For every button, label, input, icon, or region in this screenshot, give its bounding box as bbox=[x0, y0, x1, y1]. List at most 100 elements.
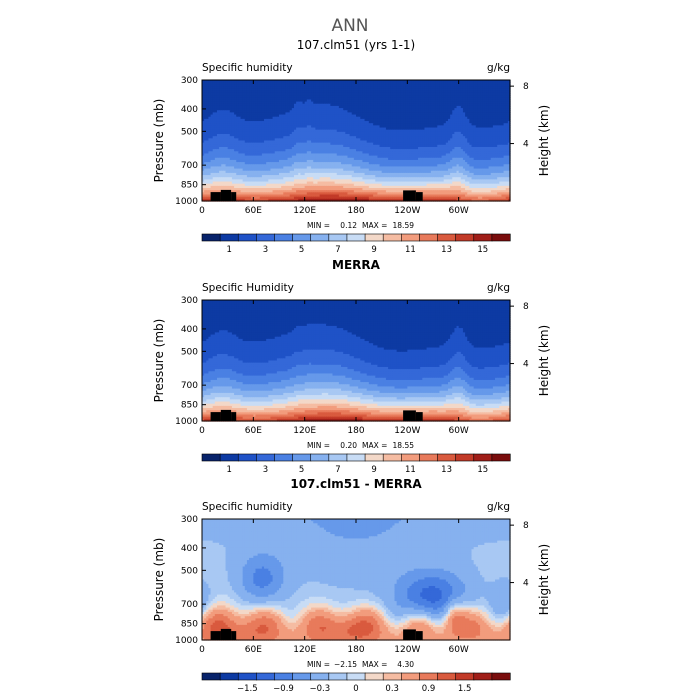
heatmap-cell bbox=[285, 125, 289, 129]
heatmap-cell bbox=[452, 108, 455, 111]
heatmap-cell bbox=[214, 90, 218, 94]
heatmap-cell bbox=[388, 84, 391, 88]
heatmap-cell bbox=[460, 86, 464, 90]
heatmap-cell bbox=[255, 82, 259, 85]
heatmap-cell bbox=[495, 108, 498, 111]
heatmap-cell bbox=[475, 112, 479, 116]
heatmap-cell bbox=[415, 121, 419, 124]
heatmap-cell bbox=[420, 95, 423, 98]
heatmap-cell bbox=[206, 125, 210, 129]
heatmap-cell bbox=[351, 82, 355, 85]
heatmap-cell bbox=[424, 127, 428, 131]
heatmap-cell bbox=[415, 97, 419, 101]
heatmap-cell bbox=[388, 80, 391, 83]
heatmap-cell bbox=[422, 80, 426, 83]
heatmap-cell bbox=[308, 121, 312, 124]
heatmap-cell bbox=[219, 101, 222, 105]
heatmap-cell bbox=[328, 84, 331, 88]
heatmap-cell bbox=[236, 127, 239, 131]
heatmap-cell bbox=[441, 121, 445, 124]
heatmap-cell bbox=[276, 92, 280, 96]
heatmap-cell bbox=[447, 97, 451, 101]
heatmap-cell bbox=[302, 88, 306, 92]
heatmap-cell bbox=[229, 108, 233, 111]
heatmap-cell bbox=[465, 108, 468, 111]
heatmap-cell bbox=[383, 125, 387, 129]
heatmap-cell bbox=[447, 84, 451, 88]
heatmap-cell bbox=[257, 90, 261, 94]
heatmap-cell bbox=[370, 84, 374, 88]
heatmap-cell bbox=[460, 123, 464, 126]
heatmap-cell bbox=[499, 105, 503, 109]
heatmap-cell bbox=[495, 80, 498, 83]
heatmap-cell bbox=[445, 80, 449, 83]
heatmap-cell bbox=[484, 101, 488, 105]
heatmap-cell bbox=[430, 116, 434, 120]
heatmap-cell bbox=[283, 84, 287, 88]
heatmap-cell bbox=[462, 112, 466, 116]
heatmap-cell bbox=[231, 97, 235, 101]
heatmap-cell bbox=[219, 99, 222, 103]
heatmap-cell bbox=[214, 123, 218, 126]
heatmap-cell bbox=[212, 118, 216, 122]
heatmap-cell bbox=[405, 101, 408, 105]
heatmap-cell bbox=[332, 88, 336, 92]
heatmap-cell bbox=[480, 82, 483, 85]
heatmap-cell bbox=[272, 127, 276, 131]
heatmap-cell bbox=[251, 127, 254, 131]
heatmap-cell bbox=[400, 86, 404, 90]
heatmap-cell bbox=[298, 92, 301, 96]
heatmap-cell bbox=[454, 88, 458, 92]
heatmap-cell bbox=[396, 84, 400, 88]
heatmap-cell bbox=[219, 82, 222, 85]
heatmap-cell bbox=[272, 121, 276, 124]
heatmap-cell bbox=[366, 118, 370, 122]
heatmap-cell bbox=[398, 103, 402, 107]
heatmap-cell bbox=[268, 127, 272, 131]
heatmap-cell bbox=[445, 110, 449, 114]
heatmap-cell bbox=[452, 86, 455, 90]
heatmap-cell bbox=[216, 95, 220, 98]
heatmap-cell bbox=[291, 103, 295, 107]
heatmap-cell bbox=[276, 127, 280, 131]
heatmap-cell bbox=[223, 95, 227, 98]
heatmap-cell bbox=[447, 86, 451, 90]
heatmap-cell bbox=[490, 103, 494, 107]
heatmap-cell bbox=[497, 84, 500, 88]
heatmap-cell bbox=[452, 101, 455, 105]
heatmap-cell bbox=[300, 114, 304, 118]
heatmap-cell bbox=[447, 108, 451, 111]
heatmap-cell bbox=[426, 80, 430, 83]
heatmap-cell bbox=[351, 123, 355, 126]
heatmap-cell bbox=[447, 88, 451, 92]
heatmap-cell bbox=[227, 103, 231, 107]
heatmap-cell bbox=[488, 97, 492, 101]
heatmap-cell bbox=[319, 127, 323, 131]
heatmap-cell bbox=[336, 99, 340, 103]
heatmap-cell bbox=[422, 114, 426, 118]
heatmap-cell bbox=[373, 114, 376, 118]
heatmap-cell bbox=[450, 99, 453, 103]
heatmap-cell bbox=[321, 114, 325, 118]
heatmap-cell bbox=[279, 84, 282, 88]
heatmap-cell bbox=[388, 88, 391, 92]
heatmap-cell bbox=[283, 127, 287, 131]
heatmap-cell bbox=[435, 88, 438, 92]
heatmap-cell bbox=[437, 112, 441, 116]
heatmap-cell bbox=[257, 99, 261, 103]
heatmap-cell bbox=[394, 110, 398, 114]
heatmap-cell bbox=[366, 86, 370, 90]
heatmap-cell bbox=[475, 88, 479, 92]
heatmap-cell bbox=[356, 84, 359, 88]
heatmap-cell bbox=[291, 105, 295, 109]
heatmap-cell bbox=[443, 92, 447, 96]
heatmap-cell bbox=[306, 118, 310, 122]
heatmap-cell bbox=[390, 92, 393, 96]
heatmap-cell bbox=[407, 99, 411, 103]
heatmap-cell bbox=[274, 127, 278, 131]
heatmap-cell bbox=[255, 84, 259, 88]
heatmap-cell bbox=[264, 103, 267, 107]
heatmap-cell bbox=[480, 114, 483, 118]
heatmap-cell bbox=[400, 105, 404, 109]
heatmap-cell bbox=[471, 90, 475, 94]
